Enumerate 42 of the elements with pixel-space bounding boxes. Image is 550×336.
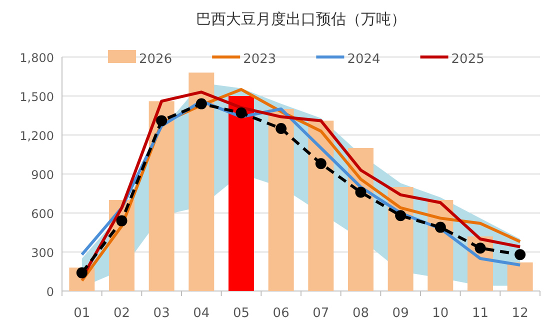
x-tick-label: 06 <box>272 306 290 321</box>
point <box>315 158 326 170</box>
y-tick-label: 300 <box>31 246 54 260</box>
y-tick-label: 1,200 <box>20 129 54 143</box>
y-tick-label: 600 <box>31 207 54 221</box>
point <box>236 107 247 118</box>
point <box>196 98 207 110</box>
point <box>355 186 366 198</box>
bar <box>148 101 174 291</box>
y-tick-label: 0 <box>46 285 54 299</box>
x-tick-label: 09 <box>392 306 409 321</box>
bar <box>228 96 254 291</box>
bar <box>188 72 214 291</box>
bar <box>507 262 533 291</box>
bar <box>308 120 334 291</box>
point <box>76 267 88 278</box>
x-tick-label: 10 <box>432 306 449 321</box>
bar <box>268 109 294 291</box>
legend-label: 2025 <box>451 52 484 67</box>
x-tick-label: 12 <box>512 306 528 321</box>
legend-label: 2024 <box>347 52 380 67</box>
point <box>276 123 287 134</box>
x-tick-label: 01 <box>74 306 90 321</box>
x-tick-label: 05 <box>232 306 250 321</box>
y-tick-label: 1,500 <box>20 90 54 104</box>
x-tick-label: 04 <box>193 306 210 321</box>
x-tick-label: 11 <box>472 306 489 321</box>
chart-title: 巴西大豆月度出口预估（万吨） <box>196 10 406 28</box>
x-tick-label: 03 <box>153 306 170 321</box>
legend-label: 2023 <box>243 52 276 67</box>
point <box>434 222 446 233</box>
point <box>395 210 406 222</box>
point <box>156 115 168 126</box>
point <box>474 242 486 254</box>
y-tick-label: 900 <box>31 168 54 182</box>
legend-label: 2026 <box>139 52 172 67</box>
y-tick-label: 1,800 <box>20 51 54 65</box>
x-tick-label: 07 <box>312 306 330 321</box>
x-tick-label: 02 <box>113 306 130 321</box>
point <box>514 249 526 260</box>
point <box>116 215 128 226</box>
x-tick-label: 08 <box>352 306 370 321</box>
